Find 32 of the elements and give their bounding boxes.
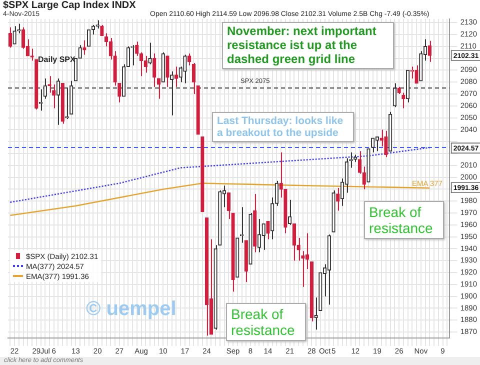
candlestick	[130, 44, 134, 66]
candlestick	[118, 82, 122, 103]
candlestick	[82, 40, 86, 56]
candlestick	[314, 297, 318, 330]
annotation: Last Thursday: looks like a breakout to the upside	[212, 112, 354, 142]
annotation: Break of resistance	[364, 201, 444, 240]
annotation: © uempel	[86, 298, 176, 321]
annotation: Daily SPX	[38, 55, 76, 64]
candlestick	[336, 188, 340, 212]
candlestick	[402, 92, 406, 109]
candlestick	[292, 223, 296, 262]
line-series	[10, 146, 430, 203]
candlestick	[414, 64, 418, 84]
candlestick	[371, 138, 375, 153]
candlestick	[174, 66, 178, 88]
candlestick	[30, 48, 34, 62]
annotation: Break of resistance	[226, 303, 306, 342]
candlestick	[148, 42, 152, 65]
candlestick	[12, 26, 16, 44]
chart-title: $SPX Large Cap Index INDX	[3, 0, 136, 11]
candlestick	[257, 218, 262, 253]
candlestick	[48, 76, 52, 94]
candlestick	[262, 223, 266, 250]
candlestick	[274, 180, 279, 206]
candlestick	[266, 220, 270, 240]
annotation: November: next important resistance ist up at the dashed green grid line	[222, 22, 394, 70]
candlestick	[166, 55, 170, 88]
candlestick	[100, 24, 104, 36]
candlestick	[384, 130, 388, 158]
candlestick	[156, 78, 161, 100]
candlestick	[17, 23, 21, 34]
candlestick	[183, 54, 187, 84]
